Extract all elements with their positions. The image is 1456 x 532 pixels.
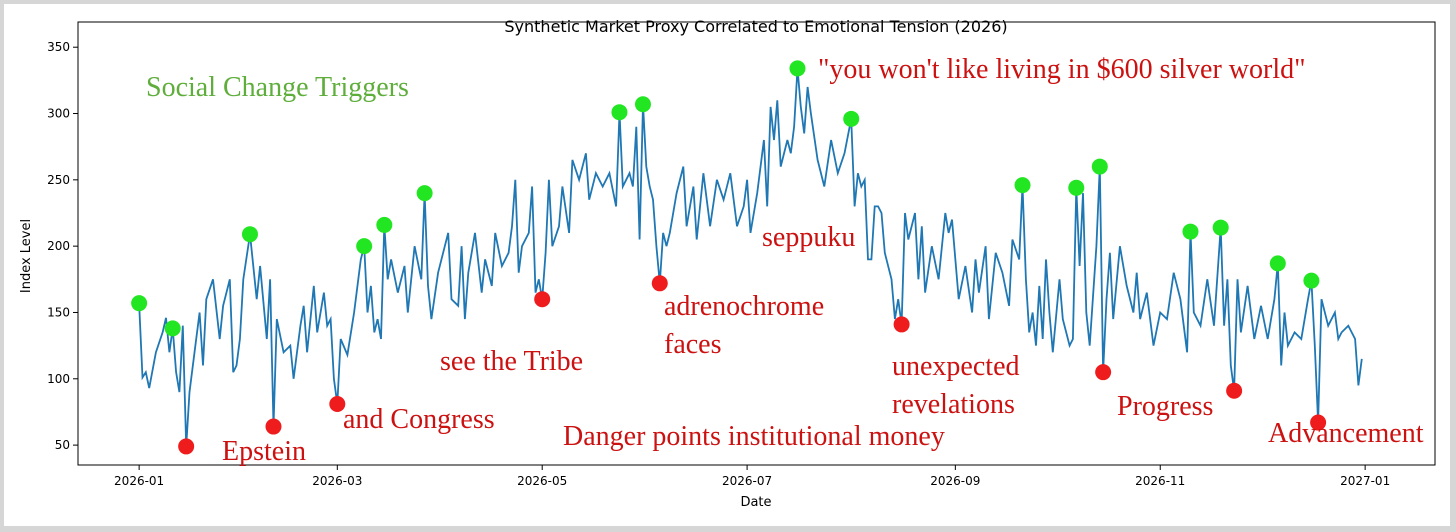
annotation: Epstein [222,436,306,467]
marker [1212,219,1229,236]
x-tick-label: 2027-01 [1340,474,1390,488]
marker [843,110,860,127]
marker [893,316,910,333]
marker [131,295,148,312]
marker [241,226,258,243]
annotation: see the Tribe [440,346,583,377]
y-tick-label: 50 [55,438,70,452]
annotation: adrenochrome [664,291,824,322]
y-tick-label: 350 [47,40,70,54]
plot-frame [77,21,1436,466]
annotation: and Congress [343,404,495,435]
x-tick-label: 2026-05 [517,474,567,488]
annotation: seppuku [762,222,855,253]
x-tick-label: 2026-09 [930,474,980,488]
x-tick-label: 2026-03 [312,474,362,488]
marker [1182,223,1199,240]
chart-title: Synthetic Market Proxy Correlated to Emo… [504,17,1007,36]
annotation: "you won't like living in $600 silver wo… [818,54,1306,85]
y-axis-label: Index Level [19,219,34,293]
data-line [138,68,1363,447]
annotation: revelations [892,389,1015,420]
y-tick-label: 300 [47,107,70,121]
marker [1014,177,1031,194]
marker [789,60,806,77]
marker [329,395,346,412]
marker [356,238,373,255]
marker [164,320,181,337]
annotation: Progress [1117,391,1213,422]
x-tick-label: 2026-11 [1135,474,1185,488]
y-tick-label: 150 [47,305,70,319]
marker [1068,179,1085,196]
annotation: faces [664,329,722,360]
marker [416,185,433,202]
x-tick-label: 2026-01 [114,474,164,488]
marker [1310,414,1327,431]
marker [634,96,651,113]
marker [1303,272,1320,289]
marker [611,104,628,121]
y-tick-label: 200 [47,239,70,253]
marker [265,418,282,435]
annotation: Danger points institutional money [563,421,945,452]
marker [1091,158,1108,175]
marker [1269,255,1286,272]
annotation: unexpected [892,351,1020,382]
y-tick-label: 100 [47,372,70,386]
marker [376,216,393,233]
x-axis-label: Date [740,495,771,510]
annotation: Advancement [1268,418,1424,449]
marker [178,438,195,455]
marker [651,275,668,292]
marker [1226,382,1243,399]
marker [534,291,551,308]
marker [1095,364,1112,381]
annotation: Social Change Triggers [146,72,409,103]
y-tick-label: 250 [47,173,70,187]
x-tick-label: 2026-07 [722,474,772,488]
